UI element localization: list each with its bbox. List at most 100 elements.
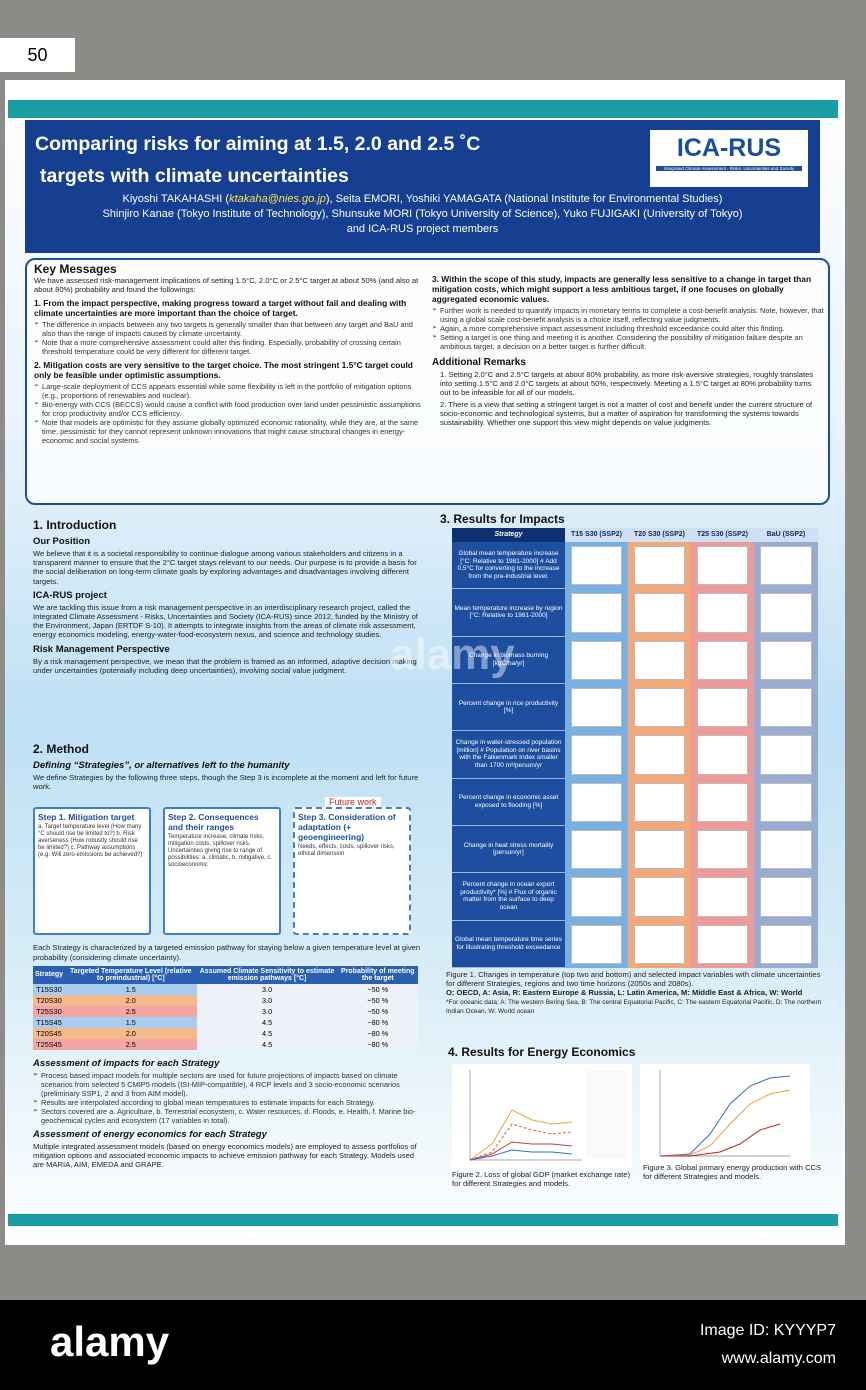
mini-plot bbox=[571, 830, 622, 870]
author-text: and ICA-RUS project members bbox=[346, 223, 499, 235]
grid-cell bbox=[628, 778, 691, 826]
table-row: T20S30 2.0 3.0 ~50 % bbox=[33, 994, 418, 1006]
grid-cell bbox=[691, 636, 754, 684]
table-cell: T25S30 bbox=[33, 1005, 66, 1017]
grid-cell bbox=[565, 589, 628, 637]
mini-plot bbox=[760, 640, 812, 680]
paragraph: We are tackling this issue from a risk m… bbox=[33, 602, 418, 640]
mini-plot bbox=[760, 735, 812, 775]
bottom-stripe bbox=[8, 1214, 838, 1226]
grid-cell bbox=[628, 589, 691, 637]
grid-cell bbox=[565, 873, 628, 921]
grid-cell bbox=[565, 920, 628, 968]
table-row: T15S30 1.5 3.0 ~50 % bbox=[33, 983, 418, 995]
subheading: ICA-RUS project bbox=[33, 589, 107, 601]
table-cell: ~50 % bbox=[337, 1005, 418, 1017]
bullet: Results are interpolated according to gl… bbox=[33, 1098, 425, 1107]
title-line: targets with climate uncertainties bbox=[40, 165, 349, 187]
subheading: Assessment of impacts for each Strategy bbox=[33, 1057, 220, 1069]
paragraph: We believe that it is a societal respons… bbox=[33, 549, 417, 586]
caption-legend: O: OECD, A: Asia, R: Eastern Europe & Ru… bbox=[446, 988, 803, 998]
bullet: Large-scale deployment of CCS appears es… bbox=[34, 382, 426, 400]
grid-cell bbox=[565, 731, 628, 779]
impact-grid: Strategy T15 S30 (SSP2) T20 S30 (SSP2) T25 … bbox=[452, 528, 818, 968]
point-title: 1. From the impact perspective, making p… bbox=[34, 298, 407, 319]
grid-row-label: Percent change in ocean export productiv… bbox=[452, 873, 565, 921]
figure1-caption: Figure 1. Changes in temperature (top tw… bbox=[446, 970, 826, 1032]
top-stripe bbox=[8, 100, 838, 118]
mini-plot bbox=[760, 830, 812, 870]
grid-cell bbox=[754, 778, 818, 826]
mini-plot bbox=[571, 546, 622, 586]
step-text: Temperature increase, climate risks, mit… bbox=[168, 834, 273, 869]
grid-cell bbox=[628, 873, 691, 921]
key-messages-right: 3. Within the scope of this study, impac… bbox=[432, 270, 824, 429]
step-text: a. Target temperature level (How many °C… bbox=[38, 824, 143, 859]
table-cell: 2.5 bbox=[65, 1038, 197, 1050]
poster-number: 50 bbox=[0, 38, 75, 72]
mini-plot bbox=[571, 593, 622, 633]
mini-plot bbox=[571, 735, 622, 775]
grid-cell bbox=[754, 920, 818, 968]
grid-header: BaU (SSP2) bbox=[754, 528, 818, 542]
grid-cell bbox=[691, 873, 754, 921]
author-text: ), Seita EMORI, Yoshiki YAMAGATA (Nation… bbox=[325, 193, 723, 205]
table-cell: T15S45 bbox=[33, 1016, 66, 1028]
grid-cell bbox=[628, 636, 691, 684]
mini-plot bbox=[571, 924, 622, 964]
paragraph: Multiple integrated assessment models (b… bbox=[33, 1141, 417, 1170]
table-cell: 2.0 bbox=[65, 994, 197, 1006]
grid-header: T25 S30 (SSP2) bbox=[691, 528, 754, 542]
key-messages-left: Key Messages We have assessed risk-manag… bbox=[34, 262, 426, 445]
step-box: Step 3. Consideration of adaptation (+ g… bbox=[293, 807, 411, 936]
grid-cell bbox=[628, 826, 691, 874]
mini-plot bbox=[634, 546, 685, 586]
grid-row-label: Change in heat stress mortality [person/… bbox=[452, 826, 565, 874]
table-cell: T15S30 bbox=[33, 983, 66, 995]
grid-cell bbox=[754, 542, 818, 590]
mini-plot bbox=[697, 830, 748, 870]
email: ktakaha@nies.go.jp bbox=[229, 193, 326, 205]
bullet: Note that a more comprehensive assessmen… bbox=[34, 338, 426, 356]
subheading: Risk Management Perspective bbox=[33, 643, 170, 655]
title-line: Comparing risks for aiming at 1.5, 2.0 a… bbox=[35, 133, 481, 155]
paragraph: By a risk management perspective, we mea… bbox=[33, 656, 417, 675]
watermark: alamy bbox=[390, 630, 515, 679]
author-text: Shinjiro Kanae (Tokyo Institute of Techn… bbox=[102, 208, 743, 220]
bullet: Note that models are optimistic for they… bbox=[34, 418, 426, 445]
grid-row-label: Change in biomass burning [kgC/ha/yr] bbox=[452, 636, 565, 684]
grid-row-label: Change in water-stressed population [mil… bbox=[452, 731, 565, 779]
mini-plot bbox=[697, 546, 748, 586]
grid-cell bbox=[628, 920, 691, 968]
mini-plot bbox=[634, 640, 685, 680]
grid-row-label: Mean temperature increase by region [°C:… bbox=[452, 589, 565, 637]
mini-plot bbox=[697, 688, 748, 728]
paragraph: We define Strategies by the following th… bbox=[33, 773, 419, 792]
table-header-row: Strategy Targeted Temperature Level (rela… bbox=[33, 965, 418, 984]
grid-cell bbox=[754, 873, 818, 921]
steps: Step 1. Mitigation target a. Target tempe… bbox=[33, 797, 425, 939]
url: www.alamy.com bbox=[721, 1350, 836, 1367]
subheading: Additional Remarks bbox=[432, 357, 526, 368]
caption: Figure 3. Global primary energy producti… bbox=[643, 1163, 822, 1182]
method: 2. Method Defining “Strategies”, or alte… bbox=[33, 742, 425, 1210]
mini-plot bbox=[634, 735, 685, 775]
grid-row-label: Global mean temperature increase [°C: Re… bbox=[452, 542, 565, 590]
mini-plot bbox=[760, 688, 812, 728]
future-work-label: Future work bbox=[325, 797, 381, 808]
bullet: The difference in impacts between any tw… bbox=[34, 320, 426, 338]
step-title: Step 1. Mitigation target bbox=[38, 812, 135, 823]
bullet: Process based impact models for multiple… bbox=[33, 1071, 425, 1098]
results-energy-heading: 4. Results for Energy Economics bbox=[448, 1045, 828, 1063]
key-messages: Key Messages We have assessed risk-manag… bbox=[25, 258, 830, 505]
mini-plot bbox=[634, 877, 685, 917]
results-impacts-heading: 3. Results for Impacts bbox=[440, 512, 825, 530]
bullet: Setting a target is one thing and meetin… bbox=[432, 333, 824, 351]
table-row: T25S30 2.5 3.0 ~50 % bbox=[33, 1005, 418, 1017]
grid-cell bbox=[691, 826, 754, 874]
point-title: 2. Mitigation costs are very sensitive t… bbox=[34, 360, 413, 381]
grid-cell bbox=[628, 684, 691, 732]
mini-plot bbox=[571, 640, 622, 680]
mini-plot bbox=[634, 782, 685, 822]
